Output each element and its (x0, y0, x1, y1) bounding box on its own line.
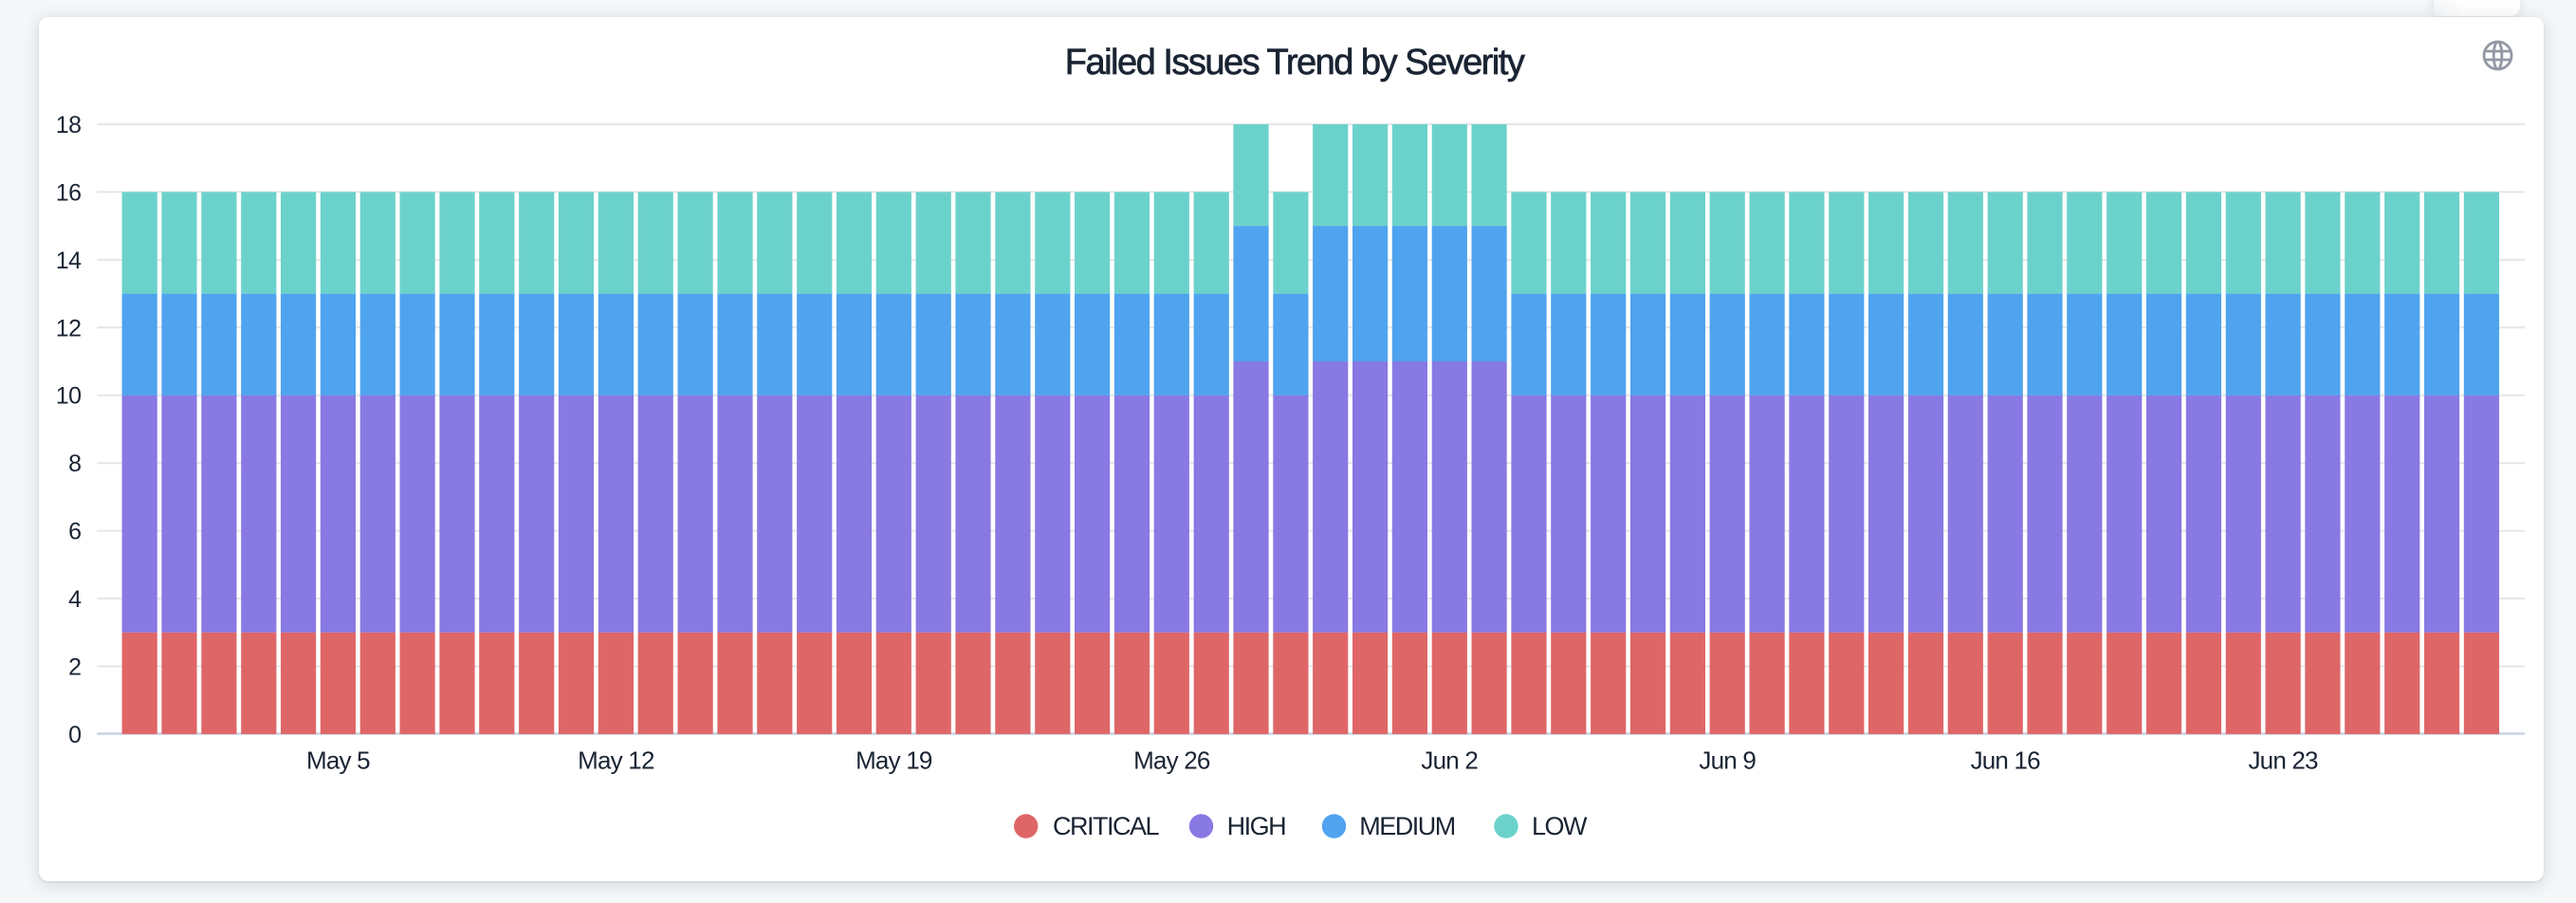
svg-text:8: 8 (68, 451, 81, 477)
svg-text:6: 6 (68, 519, 81, 545)
svg-text:LOW: LOW (1532, 812, 1588, 840)
svg-text:16: 16 (56, 179, 82, 206)
svg-text:May 19: May 19 (856, 746, 932, 775)
svg-text:10: 10 (56, 383, 82, 410)
svg-text:Jun 16: Jun 16 (1971, 746, 2041, 775)
svg-text:14: 14 (56, 248, 82, 274)
svg-text:4: 4 (68, 586, 82, 613)
svg-text:MEDIUM: MEDIUM (1359, 812, 1455, 840)
svg-text:Failed Issues Trend by Severit: Failed Issues Trend by Severity (1065, 43, 1525, 83)
svg-text:2: 2 (68, 654, 81, 681)
svg-text:May 26: May 26 (1133, 746, 1210, 775)
svg-text:CRITICAL: CRITICAL (1053, 812, 1160, 840)
svg-text:Jun 23: Jun 23 (2248, 746, 2318, 775)
svg-text:May 12: May 12 (578, 746, 654, 775)
svg-text:0: 0 (68, 722, 81, 748)
svg-text:18: 18 (56, 112, 82, 138)
svg-text:Jun 2: Jun 2 (1421, 746, 1478, 775)
svg-text:HIGH: HIGH (1227, 812, 1286, 840)
svg-text:May 5: May 5 (306, 746, 370, 775)
svg-text:12: 12 (56, 315, 82, 341)
svg-text:Jun 9: Jun 9 (1699, 746, 1756, 775)
